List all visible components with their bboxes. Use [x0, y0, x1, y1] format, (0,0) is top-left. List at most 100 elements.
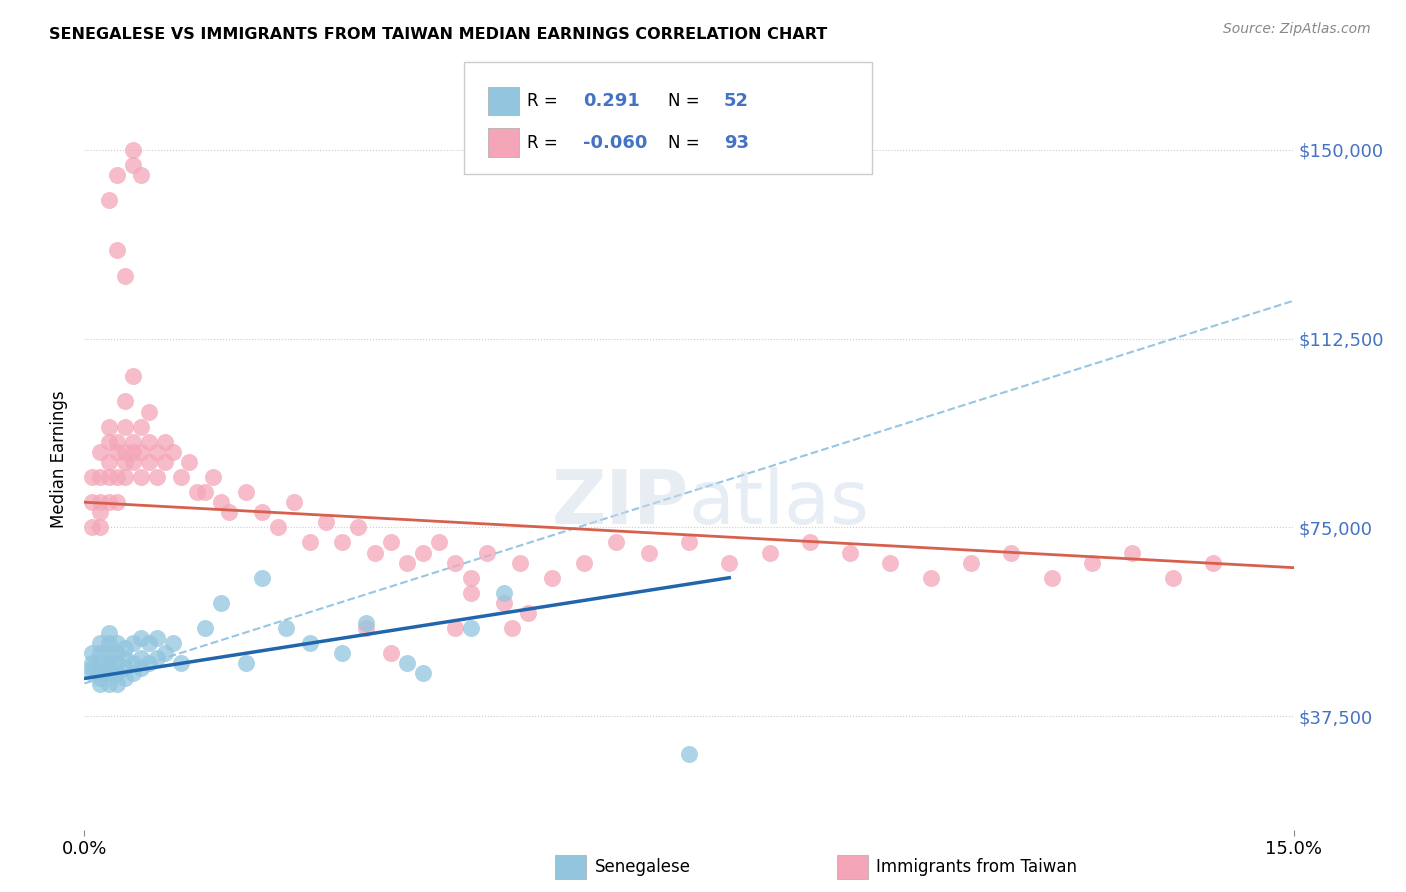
- Point: [170, 470, 193, 484]
- Point: [89, 445, 111, 459]
- Point: [114, 455, 136, 469]
- Point: [138, 455, 160, 469]
- Point: [879, 556, 901, 570]
- Point: [105, 657, 128, 671]
- Point: [1000, 545, 1022, 559]
- Point: [235, 485, 257, 500]
- Point: [395, 556, 418, 570]
- Point: [97, 455, 120, 469]
- Point: [138, 404, 160, 418]
- Point: [162, 445, 184, 459]
- Point: [380, 535, 402, 549]
- Point: [97, 636, 120, 650]
- Text: R =: R =: [527, 92, 558, 110]
- Point: [114, 672, 136, 686]
- Point: [209, 596, 232, 610]
- Point: [82, 666, 104, 681]
- Point: [356, 616, 378, 631]
- Point: [412, 666, 434, 681]
- Point: [138, 434, 160, 449]
- Text: SENEGALESE VS IMMIGRANTS FROM TAIWAN MEDIAN EARNINGS CORRELATION CHART: SENEGALESE VS IMMIGRANTS FROM TAIWAN MED…: [49, 27, 828, 42]
- Point: [129, 445, 152, 459]
- Point: [121, 636, 143, 650]
- Text: atlas: atlas: [689, 467, 870, 541]
- Point: [186, 485, 208, 500]
- Point: [97, 470, 120, 484]
- Point: [121, 158, 143, 172]
- Point: [330, 535, 353, 549]
- Point: [718, 556, 741, 570]
- Point: [427, 535, 450, 549]
- Point: [121, 666, 143, 681]
- Point: [315, 516, 337, 530]
- Point: [97, 419, 120, 434]
- Point: [758, 545, 780, 559]
- Point: [129, 651, 152, 665]
- Point: [492, 586, 515, 600]
- Point: [89, 676, 111, 690]
- Point: [920, 571, 942, 585]
- Text: ZIP: ZIP: [551, 467, 689, 541]
- Point: [97, 495, 120, 509]
- Point: [105, 470, 128, 484]
- Point: [105, 244, 128, 258]
- Point: [283, 495, 305, 509]
- Point: [89, 495, 111, 509]
- Point: [89, 646, 111, 660]
- Point: [460, 621, 482, 635]
- Text: N =: N =: [668, 92, 699, 110]
- Point: [105, 636, 128, 650]
- Point: [114, 268, 136, 283]
- Point: [356, 621, 378, 635]
- Point: [146, 470, 169, 484]
- Point: [179, 455, 201, 469]
- Point: [114, 419, 136, 434]
- Point: [202, 470, 225, 484]
- Text: 93: 93: [724, 134, 749, 152]
- Point: [153, 455, 176, 469]
- Point: [82, 661, 104, 675]
- Point: [299, 535, 322, 549]
- Point: [194, 485, 217, 500]
- Point: [799, 535, 821, 549]
- Point: [89, 657, 111, 671]
- Point: [105, 495, 128, 509]
- Point: [105, 646, 128, 660]
- Text: N =: N =: [668, 134, 699, 152]
- Point: [97, 626, 120, 640]
- Point: [1040, 571, 1063, 585]
- Point: [114, 661, 136, 675]
- Text: Immigrants from Taiwan: Immigrants from Taiwan: [876, 858, 1077, 876]
- Point: [605, 535, 627, 549]
- Point: [105, 676, 128, 690]
- Point: [412, 545, 434, 559]
- Point: [460, 571, 482, 585]
- Point: [97, 676, 120, 690]
- Point: [114, 641, 136, 656]
- Point: [1121, 545, 1143, 559]
- Point: [380, 646, 402, 660]
- Point: [97, 661, 120, 675]
- Text: Senegalese: Senegalese: [595, 858, 690, 876]
- Point: [572, 556, 595, 570]
- Point: [121, 455, 143, 469]
- Point: [444, 621, 467, 635]
- Point: [235, 657, 257, 671]
- Point: [363, 545, 385, 559]
- Text: R =: R =: [527, 134, 558, 152]
- Point: [637, 545, 659, 559]
- Point: [509, 556, 531, 570]
- Text: 0.291: 0.291: [583, 92, 640, 110]
- Point: [97, 434, 120, 449]
- Point: [330, 646, 353, 660]
- Point: [121, 369, 143, 384]
- Point: [162, 636, 184, 650]
- Point: [501, 621, 523, 635]
- Point: [82, 470, 104, 484]
- Point: [97, 193, 120, 207]
- Point: [114, 651, 136, 665]
- Point: [89, 666, 111, 681]
- Y-axis label: Median Earnings: Median Earnings: [51, 391, 69, 528]
- Point: [114, 470, 136, 484]
- Point: [678, 747, 700, 761]
